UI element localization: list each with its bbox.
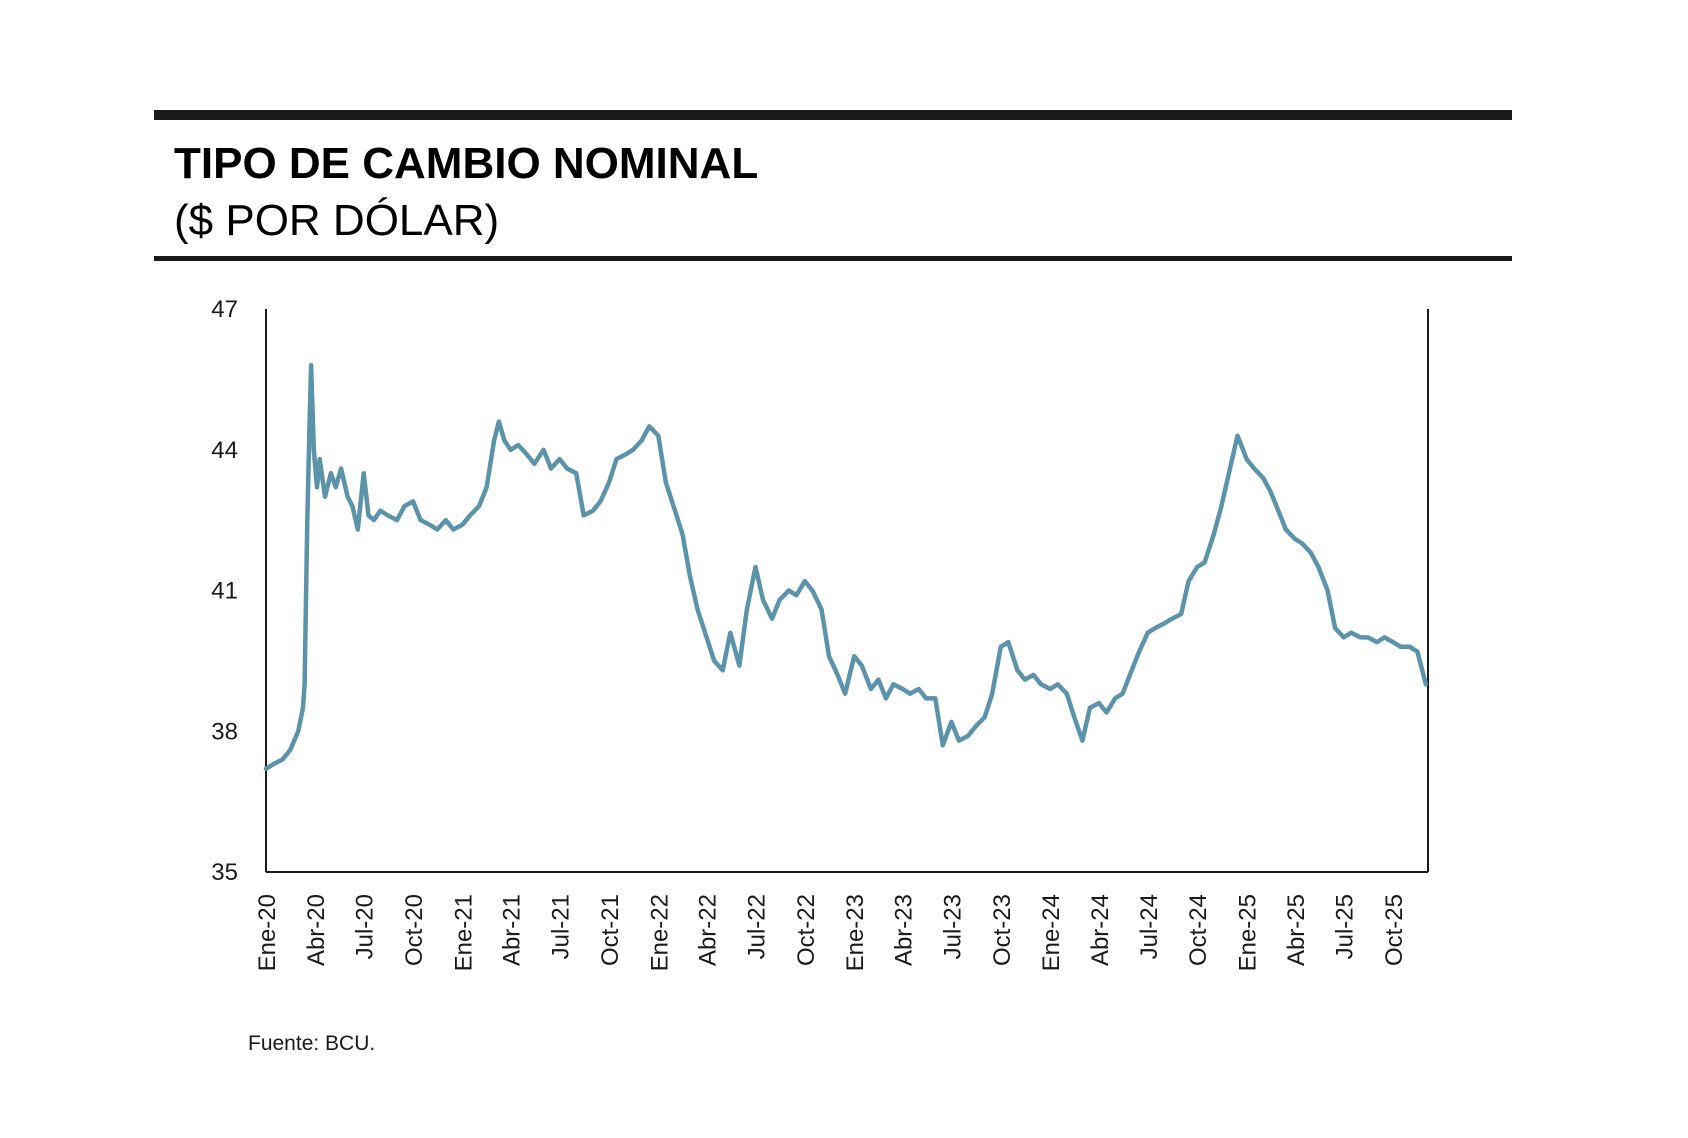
y-tick-labels: 35 38 41 44 47 [211, 296, 238, 886]
x-tick-label: Ene-20 [254, 894, 281, 971]
x-tick-label: Oct-20 [401, 894, 428, 966]
x-tick-label: Ene-24 [1038, 894, 1065, 971]
x-tick-label: Oct-25 [1381, 894, 1408, 966]
y-tick-label: 41 [211, 578, 238, 605]
x-tick-label: Jul-21 [548, 894, 575, 959]
y-tick-label: 38 [211, 718, 238, 745]
y-tick-label: 47 [211, 296, 238, 323]
exchange-rate-line [263, 363, 1429, 772]
chart-title: TIPO DE CAMBIO NOMINAL [174, 139, 758, 188]
x-tick-label: Ene-21 [450, 894, 477, 971]
x-tick-label: Jul-24 [1136, 894, 1163, 959]
x-tick-label: Jul-25 [1332, 894, 1359, 959]
x-tick-label: Oct-22 [793, 894, 820, 966]
x-tick-label: Abr-24 [1087, 894, 1114, 966]
x-tick-label: Abr-20 [303, 894, 330, 966]
x-tick-label: Ene-25 [1235, 894, 1262, 971]
y-tick-label: 35 [211, 859, 238, 886]
x-tick-label: Jul-20 [352, 894, 379, 959]
x-tick-label: Abr-22 [695, 894, 722, 966]
x-tick-label: Jul-22 [743, 894, 770, 959]
chart-subtitle: ($ POR DÓLAR) [174, 196, 499, 245]
title-underline-rule [154, 256, 1512, 261]
x-tick-label: Oct-24 [1185, 894, 1212, 966]
x-tick-label: Abr-21 [499, 894, 526, 966]
x-tick-label: Oct-21 [597, 894, 624, 966]
x-tick-label: Ene-23 [842, 894, 869, 971]
x-tick-label: Jul-23 [939, 894, 966, 959]
x-tick-label: Abr-23 [891, 894, 918, 966]
source-note: Fuente: BCU. [248, 1032, 375, 1055]
top-rule [154, 110, 1512, 120]
y-tick-label: 44 [211, 437, 238, 464]
x-tick-label: Abr-25 [1283, 894, 1310, 966]
x-tick-label: Oct-23 [989, 894, 1016, 966]
x-tick-labels: Ene-20 Abr-20 Jul-20 Oct-20 Ene-21 Abr-21 Jul-… [254, 894, 1408, 971]
x-tick-label: Ene-22 [646, 894, 673, 971]
